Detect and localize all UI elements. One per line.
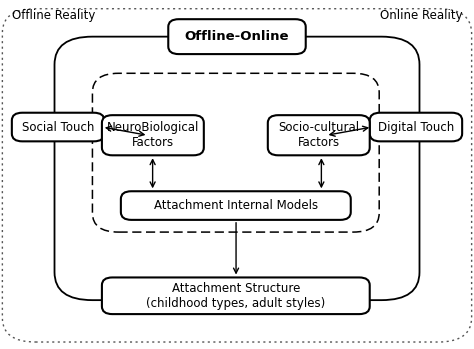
FancyBboxPatch shape: [2, 9, 472, 342]
Text: Attachment Structure
(childhood types, adult styles): Attachment Structure (childhood types, a…: [146, 282, 326, 310]
FancyBboxPatch shape: [370, 113, 462, 141]
FancyBboxPatch shape: [121, 191, 351, 220]
Text: Offline Reality: Offline Reality: [12, 9, 95, 22]
Text: Online Reality: Online Reality: [380, 9, 462, 22]
FancyBboxPatch shape: [168, 19, 306, 54]
FancyBboxPatch shape: [102, 115, 204, 155]
FancyBboxPatch shape: [102, 277, 370, 314]
Text: Social Touch: Social Touch: [22, 120, 94, 134]
Text: Attachment Internal Models: Attachment Internal Models: [154, 199, 318, 212]
FancyBboxPatch shape: [55, 37, 419, 300]
Text: NeuroBiological
Factors: NeuroBiological Factors: [107, 121, 199, 149]
FancyBboxPatch shape: [268, 115, 370, 155]
Text: Socio-cultural
Factors: Socio-cultural Factors: [278, 121, 359, 149]
FancyBboxPatch shape: [12, 113, 104, 141]
FancyBboxPatch shape: [92, 73, 379, 232]
Text: Offline-Online: Offline-Online: [185, 30, 289, 43]
Text: Digital Touch: Digital Touch: [378, 120, 454, 134]
